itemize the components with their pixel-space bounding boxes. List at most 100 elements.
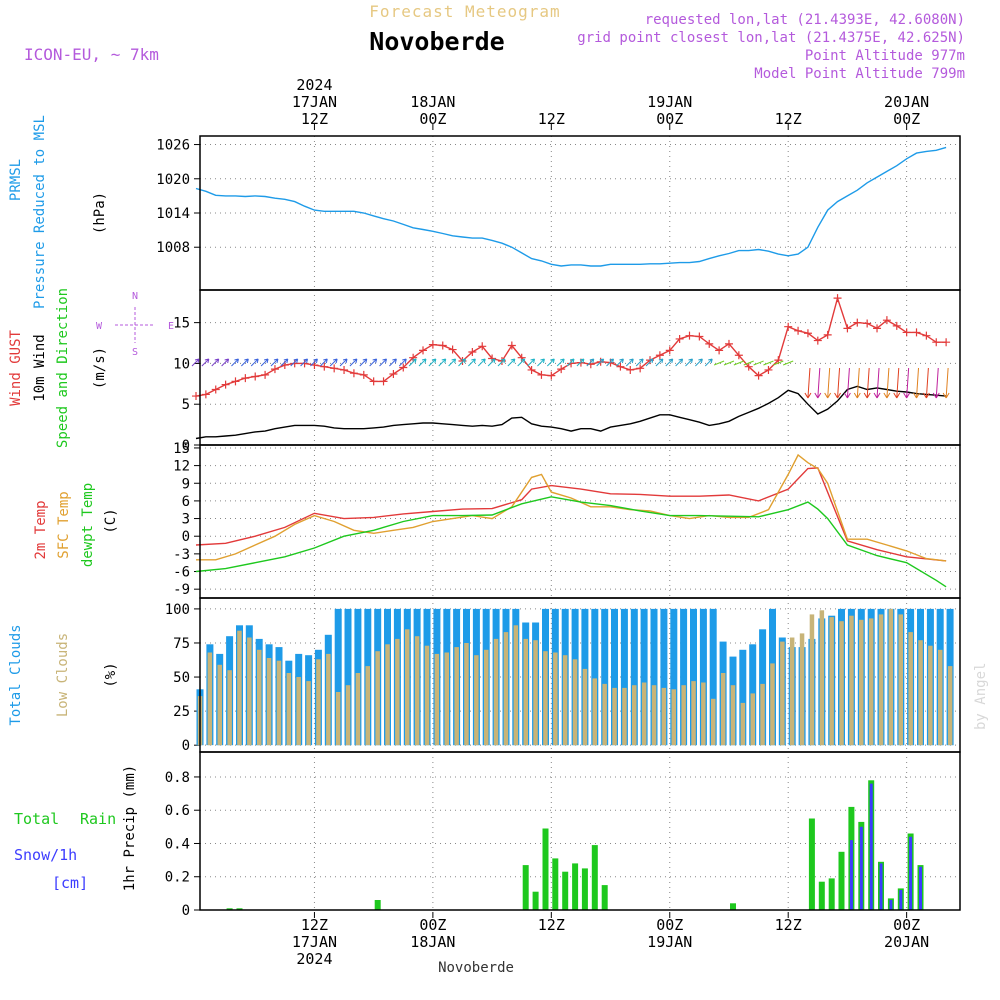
low-bar	[345, 685, 351, 746]
gust-point	[744, 362, 753, 371]
compass-east: E	[168, 321, 174, 332]
wind-arrow	[932, 367, 940, 399]
gust-point	[685, 331, 694, 340]
wind-arrow	[814, 367, 822, 399]
series-t2m	[195, 467, 947, 562]
credit-text: by Angel	[973, 663, 989, 730]
gust-point	[567, 359, 576, 368]
y-tick-label: 0	[182, 903, 190, 919]
time-label: 18JAN	[410, 93, 455, 111]
low-bar	[750, 693, 755, 746]
time-label: 2024	[296, 76, 332, 94]
y-tick-label: 100	[165, 602, 190, 618]
gust-point	[270, 365, 279, 374]
wind-arrow	[576, 358, 585, 367]
time-label: 12Z	[538, 110, 565, 128]
time-label: 00Z	[893, 110, 920, 128]
wind-arrow	[418, 358, 427, 367]
total-bar	[640, 608, 648, 746]
low-bar	[424, 645, 430, 746]
low-bar	[572, 659, 578, 746]
gust-point	[734, 351, 743, 360]
wind-arrow	[596, 358, 605, 367]
low-bar	[444, 652, 449, 746]
time-label: 20JAN	[884, 93, 929, 111]
total-bar	[601, 608, 609, 746]
gust-point	[290, 359, 299, 368]
low-bar	[414, 636, 420, 746]
low-bar	[355, 673, 361, 746]
gust-point	[369, 377, 378, 386]
low-bar	[375, 651, 380, 746]
wind-arrow	[893, 367, 901, 399]
y-tick-label: 15	[173, 316, 190, 332]
y-tick-label: 0	[182, 529, 190, 545]
model-name: ICON-EU, ~ 7km	[24, 45, 159, 64]
gust-point	[665, 346, 674, 355]
gust-point	[379, 377, 388, 386]
wind-arrow	[458, 358, 466, 367]
low-bar	[829, 617, 834, 746]
series-wind10m	[195, 385, 947, 440]
gust-point	[349, 369, 358, 378]
total-bar	[620, 608, 628, 746]
low-bar	[454, 647, 459, 746]
low-bar	[868, 618, 874, 746]
gust-point	[428, 340, 437, 349]
low-bar	[582, 668, 588, 746]
wind-arrow	[685, 358, 693, 367]
wind-arrow	[339, 358, 348, 367]
low-bar	[395, 638, 400, 746]
gust-point	[823, 330, 832, 339]
gust-point	[507, 341, 516, 350]
gust-point	[468, 348, 477, 356]
total-bar	[334, 608, 342, 746]
low-bar	[474, 655, 479, 746]
low-bar	[928, 645, 933, 746]
y-tick-label: 0.8	[165, 770, 190, 786]
wind-compass: N S E W	[96, 291, 174, 358]
wind-arrow	[546, 358, 555, 367]
time-label: 2024	[296, 950, 332, 968]
wind-arrow	[389, 358, 397, 367]
rain-bar	[552, 858, 559, 910]
wind-arrow	[497, 358, 506, 367]
gust-point	[705, 339, 714, 348]
gust-point	[932, 338, 941, 347]
low-bar	[770, 663, 775, 746]
low-bar	[947, 666, 953, 746]
wind-arrow	[843, 367, 851, 399]
time-label: 00Z	[893, 916, 920, 934]
total-bar	[630, 608, 638, 746]
low-bar	[296, 677, 301, 746]
low-bar	[641, 682, 647, 746]
rain-bar	[562, 871, 569, 910]
low-bar	[493, 638, 499, 746]
wind-arrow	[221, 358, 230, 367]
low-bar	[276, 660, 282, 746]
y-tick-label: 1014	[156, 206, 190, 222]
wind-arrow	[537, 358, 545, 367]
gust-point	[448, 345, 457, 354]
time-label: 12Z	[775, 110, 802, 128]
rain-bar	[236, 908, 243, 910]
wind-arrow	[713, 360, 725, 366]
low-bar	[681, 685, 686, 746]
low-bar	[217, 664, 222, 746]
footer-location: Novoberde	[438, 960, 514, 976]
wind-arrow	[625, 358, 634, 367]
gust-point	[813, 336, 822, 345]
grid-point-coords: grid point closest lon,lat (21.4375E, 42…	[577, 30, 965, 46]
y-tick-label: 6	[182, 494, 190, 510]
rain-bar	[601, 885, 608, 910]
wind-arrow	[290, 358, 299, 367]
wind-arrow	[211, 358, 220, 367]
panels: 1008 1014 1020 1026 (hPa) PRMSL Pressure Reduc…	[8, 115, 961, 919]
rain-bar	[542, 828, 549, 910]
gust-point	[833, 294, 842, 303]
wind-arrow	[507, 358, 516, 367]
wind-arrow	[319, 358, 328, 367]
wind-arrow	[280, 358, 289, 367]
y-tick-label: 0	[182, 438, 190, 454]
gust-point	[438, 341, 447, 350]
